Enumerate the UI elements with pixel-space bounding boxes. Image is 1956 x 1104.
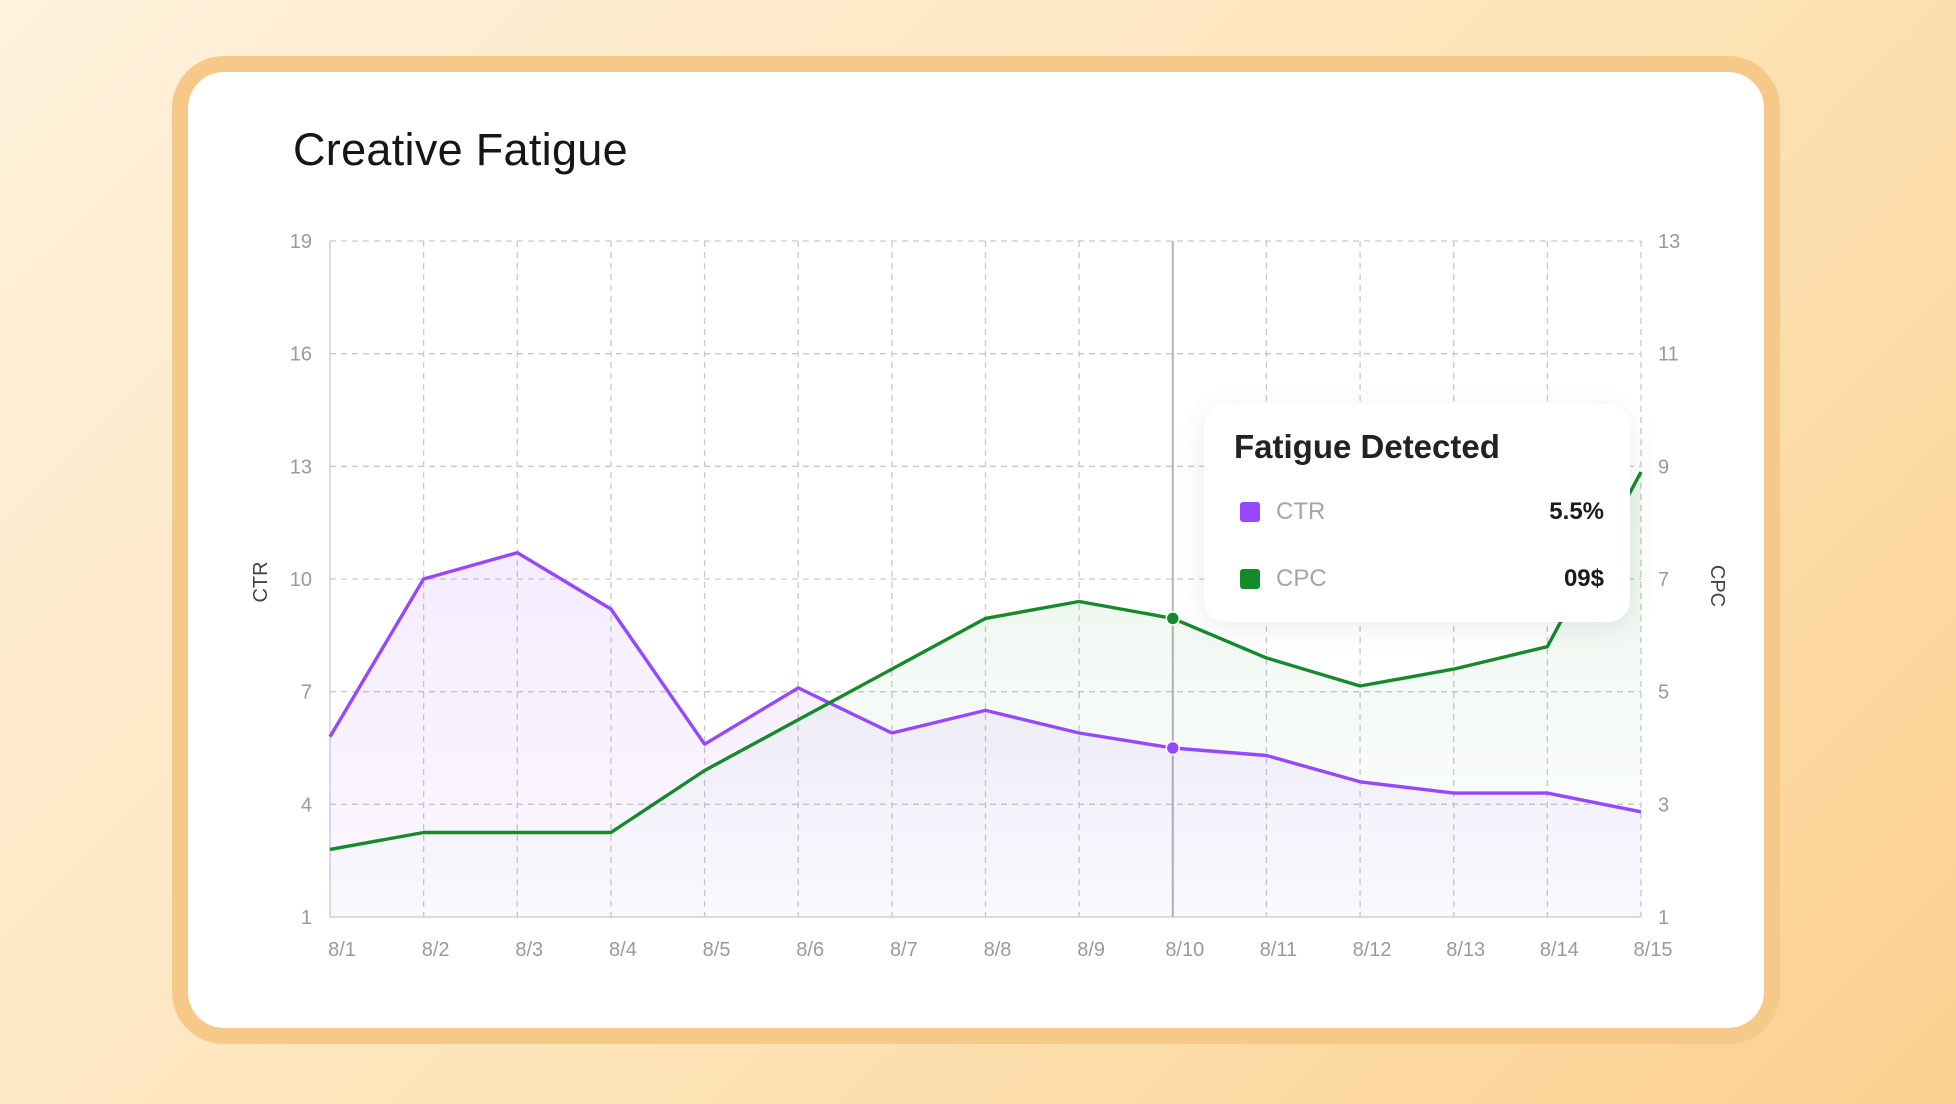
- y-tick-label-left: 4: [301, 794, 312, 816]
- cpc-area: [330, 472, 1641, 917]
- x-tick-label: 8/6: [796, 939, 824, 961]
- y-tick-label-right: 5: [1658, 682, 1669, 704]
- x-tick-label: 8/10: [1165, 939, 1204, 961]
- cpc-highlight-point: [1165, 611, 1181, 626]
- tooltip-card: Fatigue Detected CTR 5.5% CPC 09$: [1204, 404, 1630, 622]
- x-tick-label: 8/13: [1446, 939, 1485, 961]
- x-tick-label: 8/2: [422, 939, 450, 961]
- x-tick-label: 8/1: [328, 939, 356, 961]
- cpc-legend-swatch: [1240, 569, 1260, 589]
- series-areas: [330, 472, 1641, 917]
- x-tick-label: 8/9: [1077, 939, 1105, 961]
- x-tick-label: 8/4: [609, 939, 637, 961]
- y-tick-label-right: 13: [1658, 231, 1680, 253]
- ctr-highlight-point: [1165, 740, 1181, 756]
- y-tick-label-left: 16: [290, 344, 312, 366]
- y-tick-label-left: 10: [290, 569, 312, 591]
- x-tick-label: 8/5: [703, 939, 731, 961]
- tooltip-value-cpc: 09$: [1563, 565, 1604, 592]
- series-lines: [328, 471, 1643, 852]
- x-tick-label: 8/8: [984, 939, 1012, 961]
- x-tick-label: 8/11: [1260, 939, 1297, 961]
- y-axis-label-right: CPC: [1706, 565, 1728, 607]
- y-tick-label-right: 3: [1658, 794, 1669, 816]
- tooltip-label-ctr: CTR: [1276, 498, 1326, 525]
- y-tick-label-left: 7: [301, 682, 312, 704]
- x-tick-label: 8/15: [1634, 939, 1673, 961]
- y-tick-label-right: 11: [1658, 344, 1679, 366]
- chart-title: Creative Fatigue: [293, 124, 628, 175]
- axis-ticks: 19 16 13 10 7 4 1 13 11 9 7 5 3 1 8/1 8/2 8/3 8/4 8/5 8/6 8/…: [290, 231, 1681, 961]
- y-tick-label-right: 1: [1658, 907, 1669, 929]
- tooltip-label-cpc: CPC: [1276, 565, 1327, 592]
- y-tick-label-left: 13: [290, 456, 312, 478]
- x-tick-label: 8/12: [1353, 939, 1392, 961]
- tooltip-value-ctr: 5.5%: [1549, 498, 1604, 525]
- y-tick-label-right: 7: [1658, 569, 1669, 591]
- y-tick-label-left: 19: [290, 231, 312, 253]
- ctr-line: [328, 551, 1642, 814]
- tooltip-row-ctr: CTR 5.5%: [1234, 492, 1604, 532]
- y-tick-label-left: 1: [301, 907, 312, 929]
- x-tick-label: 8/14: [1540, 939, 1579, 961]
- x-tick-label: 8/3: [515, 939, 543, 961]
- y-tick-label-right: 9: [1658, 456, 1669, 478]
- x-tick-label: 8/7: [890, 939, 918, 961]
- tooltip-row-cpc: CPC 09$: [1234, 559, 1604, 599]
- y-axis-label-left: CTR: [250, 561, 272, 602]
- tooltip-title: Fatigue Detected: [1234, 428, 1500, 465]
- ctr-legend-swatch: [1240, 502, 1260, 522]
- cpc-line: [329, 471, 1643, 852]
